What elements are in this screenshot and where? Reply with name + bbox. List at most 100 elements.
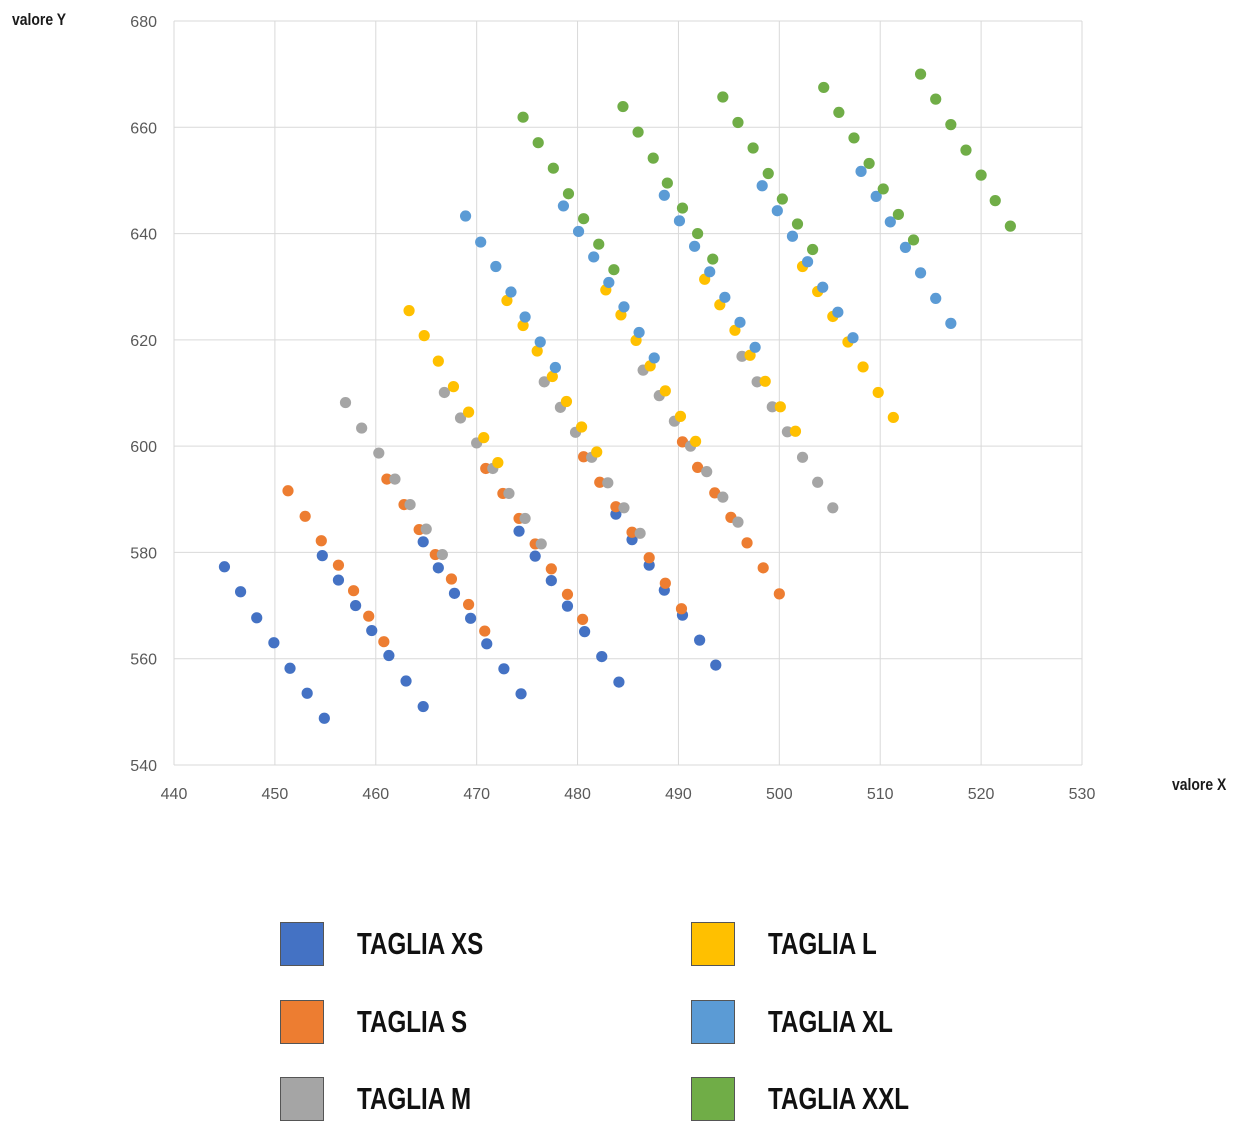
y-tick-label: 640 <box>130 227 157 244</box>
point-taglia-l <box>560 395 573 408</box>
point-taglia-s <box>594 476 606 488</box>
point-taglia-s <box>462 598 475 611</box>
legend-swatch-xl <box>691 1000 735 1044</box>
legend-label-l: TAGLIA L <box>768 926 877 961</box>
point-taglia-m <box>827 502 839 514</box>
x-tick-label: 510 <box>867 786 894 803</box>
point-taglia-l <box>591 446 603 458</box>
point-taglia-l <box>857 361 869 373</box>
point-taglia-m <box>373 447 385 459</box>
point-taglia-xl <box>756 180 768 192</box>
point-taglia-xs <box>448 587 461 599</box>
point-taglia-xxl <box>930 93 942 105</box>
point-taglia-m <box>634 527 646 539</box>
x-tick-label: 470 <box>463 786 490 803</box>
point-taglia-xl <box>549 361 561 374</box>
legend-item-m: TAGLIA M <box>280 1075 503 1123</box>
point-taglia-xxl <box>593 238 605 250</box>
point-taglia-xs <box>218 561 231 573</box>
point-taglia-xxl <box>517 111 529 123</box>
point-taglia-xl <box>855 165 867 177</box>
point-taglia-xs <box>350 599 362 612</box>
point-taglia-xs <box>366 624 378 637</box>
point-taglia-l <box>517 319 529 332</box>
point-taglia-xxl <box>945 119 957 131</box>
point-taglia-s <box>479 625 491 637</box>
point-taglia-xs <box>251 612 263 624</box>
point-taglia-s <box>757 562 769 574</box>
point-taglia-l <box>759 375 771 387</box>
point-taglia-xs <box>417 700 429 713</box>
point-taglia-xs <box>400 675 412 687</box>
point-taglia-xxl <box>578 213 590 225</box>
point-taglia-xl <box>519 311 531 323</box>
grid-lines <box>173 20 1083 766</box>
point-taglia-l <box>478 432 490 444</box>
point-taglia-xl <box>572 225 585 238</box>
point-taglia-xl <box>534 336 546 348</box>
point-taglia-xxl <box>807 243 819 256</box>
point-taglia-l <box>492 457 504 469</box>
point-taglia-xxl <box>717 91 729 103</box>
x-tick-label: 460 <box>362 786 389 803</box>
point-taglia-l <box>462 406 475 418</box>
point-taglia-m <box>404 499 416 511</box>
x-tick-label: 480 <box>564 786 591 803</box>
point-taglia-s <box>299 510 311 522</box>
point-taglia-l <box>674 410 687 422</box>
point-taglia-xl <box>870 190 882 202</box>
point-taglia-s <box>561 588 574 601</box>
y-tick-label: 560 <box>130 652 157 669</box>
legend-swatch-xs <box>280 922 324 966</box>
point-taglia-xxl <box>975 169 987 181</box>
point-taglia-xxl <box>818 81 830 94</box>
legend-label-m: TAGLIA M <box>357 1081 472 1116</box>
point-taglia-xl <box>749 341 761 353</box>
x-tick-label: 490 <box>665 786 692 803</box>
legend-label-s: TAGLIA S <box>357 1004 468 1039</box>
point-taglia-l <box>744 349 756 361</box>
point-taglia-xxl <box>907 234 920 246</box>
point-taglia-xxl <box>692 227 704 240</box>
y-tick-label: 620 <box>130 333 157 350</box>
legend-swatch-s <box>280 1000 324 1044</box>
x-tick-label: 440 <box>161 786 188 803</box>
point-taglia-l <box>872 386 884 399</box>
point-taglia-l <box>789 425 802 437</box>
point-taglia-xxl <box>762 167 774 180</box>
point-taglia-xs <box>561 600 574 612</box>
point-taglia-xl <box>618 301 630 313</box>
point-taglia-xxl <box>676 202 689 214</box>
legend-label-xl: TAGLIA XL <box>768 1004 893 1039</box>
point-taglia-m <box>519 512 531 525</box>
x-axis-label: valore X <box>1172 775 1227 794</box>
point-taglia-xl <box>475 236 487 248</box>
point-taglia-l <box>575 421 588 433</box>
point-taglia-xl <box>930 292 942 305</box>
point-taglia-xs <box>498 663 510 675</box>
point-taglia-s <box>545 563 557 575</box>
point-taglia-s <box>692 461 704 473</box>
point-taglia-m <box>356 422 368 434</box>
point-taglia-xl <box>786 230 799 242</box>
point-taglia-m <box>602 477 614 489</box>
point-taglia-s <box>282 485 294 497</box>
point-taglia-xxl <box>877 183 889 195</box>
point-taglia-m <box>503 487 515 500</box>
point-taglia-xxl <box>617 100 629 113</box>
point-taglia-m <box>436 548 448 561</box>
point-taglia-xs <box>318 712 330 724</box>
point-taglia-xxl <box>776 193 788 205</box>
point-taglia-m <box>732 516 744 528</box>
legend-swatch-l <box>691 922 735 966</box>
point-taglia-xs <box>596 650 608 663</box>
scatter-chart: 540 560 580 600 620 640 660 680 440 450 460 470 480… <box>130 14 1095 803</box>
point-taglia-xxl <box>532 137 544 149</box>
legend-item-xl: TAGLIA XL <box>691 998 928 1046</box>
point-taglia-s <box>773 588 785 600</box>
point-taglia-xs <box>432 562 444 574</box>
point-taglia-s <box>643 552 655 564</box>
legend-swatch-m <box>280 1077 324 1121</box>
point-taglia-l <box>729 324 741 336</box>
point-taglia-m <box>618 502 630 514</box>
